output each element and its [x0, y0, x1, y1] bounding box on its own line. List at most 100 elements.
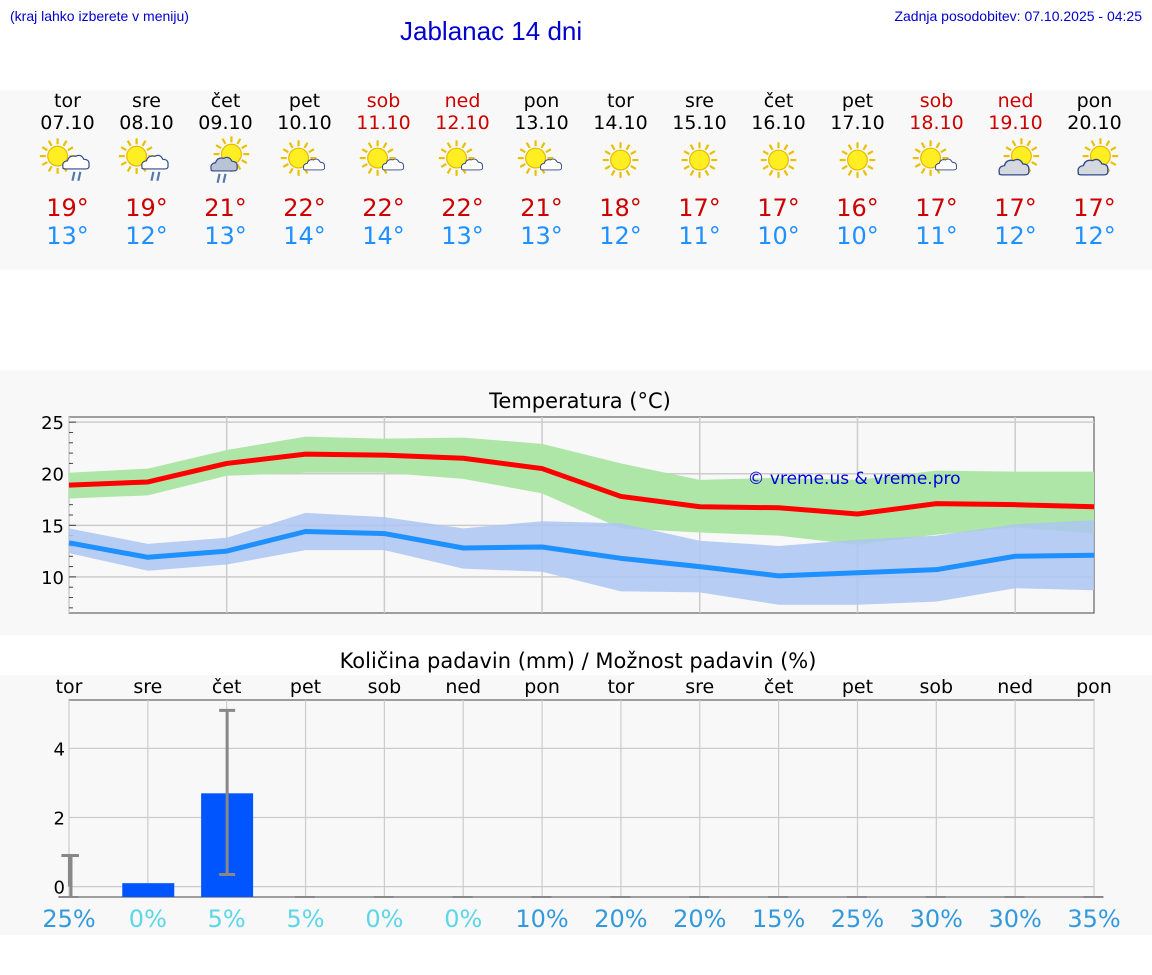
day-date: 20.10: [1067, 112, 1122, 134]
precip-chance-label: 30%: [988, 905, 1041, 933]
day-name: čet: [210, 90, 241, 112]
precip-chance-label: 20%: [673, 905, 726, 933]
temp-min: 13°: [46, 222, 89, 250]
precip-day-label: pon: [524, 676, 560, 698]
temp-y-tick-label: 10: [41, 568, 64, 589]
day-name: ned: [444, 90, 481, 112]
temp-max: 18°: [599, 194, 642, 222]
max-range-band: [69, 436, 1094, 545]
temperature-chart-title: Temperatura (°C): [488, 389, 671, 413]
temp-min: 13°: [520, 222, 563, 250]
precip-chance-label: 15%: [752, 905, 805, 933]
day-column: tor 07.10 19° 13°: [28, 90, 107, 250]
day-column: čet 09.10 21° 13°: [186, 90, 265, 250]
temp-max: 19°: [125, 194, 168, 222]
day-date: 17.10: [830, 112, 885, 134]
day-date: 08.10: [119, 112, 174, 134]
day-name: tor: [607, 90, 634, 112]
day-date: 16.10: [751, 112, 806, 134]
precip-y-tick-label: 0: [54, 878, 65, 899]
sun-shape: [438, 140, 475, 176]
temp-max: 17°: [915, 194, 958, 222]
day-date: 11.10: [356, 112, 411, 134]
sun-shape: [280, 140, 317, 176]
temp-max: 22°: [362, 194, 405, 222]
sun-small-cloud-icon: [423, 134, 502, 194]
page-title: Jablanac 14 dni: [400, 16, 583, 46]
sun-cloud-rain-icon: [28, 134, 107, 194]
day-date: 14.10: [593, 112, 648, 134]
sun-darkcloud-rain-icon: [186, 134, 265, 194]
sun-small-cloud-icon: [265, 134, 344, 194]
day-date: 18.10: [909, 112, 964, 134]
day-name: tor: [54, 90, 81, 112]
day-column: sre 15.10 17° 11°: [660, 90, 739, 250]
temp-min: 12°: [599, 222, 642, 250]
sun-icon: [581, 134, 660, 194]
temp-y-tick-label: 25: [41, 413, 64, 434]
day-name: pet: [288, 90, 321, 112]
precip-chance-label: 25%: [42, 905, 95, 933]
precip-day-label: sre: [685, 676, 714, 698]
sun-shape: [681, 142, 718, 178]
precip-y-tick-label: 4: [54, 739, 65, 760]
precip-day-label: pon: [1076, 676, 1112, 698]
day-column: pet 10.10 22° 14°: [265, 90, 344, 250]
temp-min-line: [68, 529, 1095, 579]
day-name: sre: [132, 90, 161, 112]
precip-day-label: pet: [842, 676, 873, 698]
temp-max: 19°: [46, 194, 89, 222]
precip-day-label: tor: [56, 676, 83, 698]
precip-chance-label: 25%: [831, 905, 884, 933]
day-name: sob: [919, 90, 954, 112]
day-date: 19.10: [988, 112, 1043, 134]
precip-day-label: čet: [764, 676, 794, 698]
sun-small-cloud-icon: [897, 134, 976, 194]
day-column: sre 08.10 19° 12°: [107, 90, 186, 250]
day-name: sre: [685, 90, 714, 112]
watermark-text: © vreme.us & vreme.pro: [747, 469, 960, 489]
temp-min: 12°: [1073, 222, 1116, 250]
temp-max-line: [68, 451, 1095, 517]
temp-min: 12°: [125, 222, 168, 250]
temp-max: 17°: [1073, 194, 1116, 222]
day-name: čet: [763, 90, 794, 112]
temp-max: 22°: [283, 194, 326, 222]
temp-max: 17°: [994, 194, 1037, 222]
precip-chance-label: 0%: [129, 905, 167, 933]
precip-day-label: ned: [997, 676, 1033, 698]
day-date: 15.10: [672, 112, 727, 134]
precip-day-label: ned: [445, 676, 481, 698]
day-name: pet: [841, 90, 874, 112]
sun-shape: [760, 142, 797, 178]
precip-chance-label: 10%: [515, 905, 568, 933]
last-updated: Zadnja posodobitev: 07.10.2025 - 04:25: [894, 8, 1142, 24]
sun-icon: [818, 134, 897, 194]
sun-small-cloud-icon: [502, 134, 581, 194]
sun-shape: [912, 140, 949, 176]
precip-chance-label: 5%: [286, 905, 324, 933]
temp-y-tick-label: 20: [41, 465, 64, 486]
cloud-sun-icon: [1055, 134, 1134, 194]
temp-max: 17°: [757, 194, 800, 222]
precip-day-label: čet: [212, 676, 242, 698]
temp-max: 16°: [836, 194, 879, 222]
day-date: 07.10: [40, 112, 95, 134]
temp-min: 12°: [994, 222, 1037, 250]
temp-min: 14°: [362, 222, 405, 250]
temp-min: 10°: [836, 222, 879, 250]
sun-cloud-rain-icon: [107, 134, 186, 194]
temp-max: 21°: [520, 194, 563, 222]
day-column: pon 13.10 21° 13°: [502, 90, 581, 250]
temp-min: 13°: [204, 222, 247, 250]
sun-icon: [739, 134, 818, 194]
day-column: pon 20.10 17° 12°: [1055, 90, 1134, 250]
day-date: 12.10: [435, 112, 490, 134]
day-column: ned 19.10 17° 12°: [976, 90, 1055, 250]
precip-chance-label: 35%: [1067, 905, 1120, 933]
sun-small-cloud-icon: [344, 134, 423, 194]
location-hint[interactable]: (kraj lahko izberete v meniju): [10, 8, 189, 24]
temp-y-tick-label: 15: [41, 516, 64, 537]
precip-day-label: pet: [290, 676, 321, 698]
